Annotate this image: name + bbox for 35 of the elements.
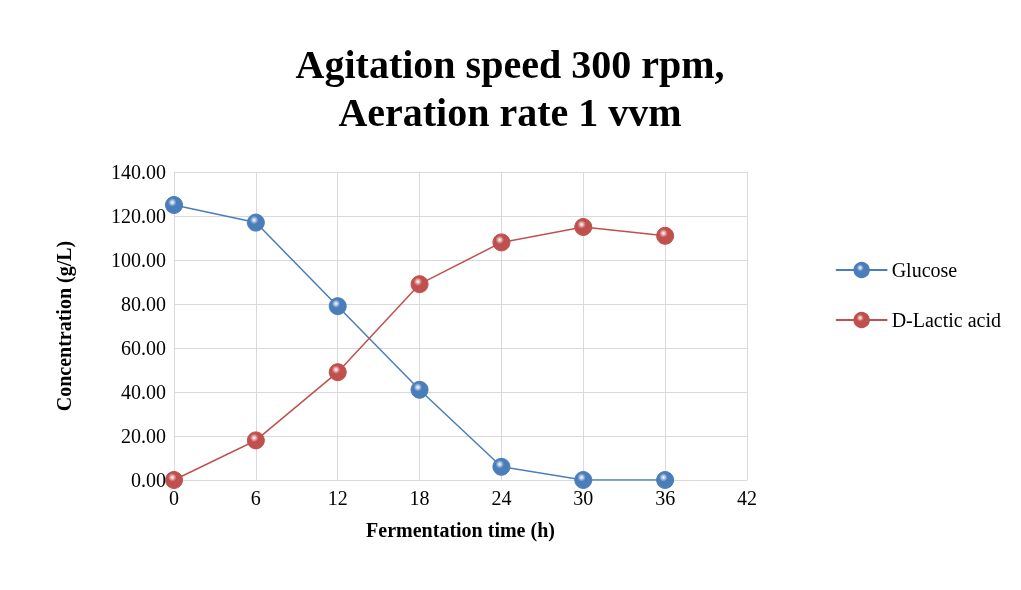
y-tick-label: 20.00: [121, 425, 166, 447]
x-tick-label: 12: [327, 487, 348, 509]
x-tick-label: 30: [573, 487, 594, 509]
point: [492, 233, 511, 252]
chart-title: Agitation speed 300 rpm, Aeration rate 1 vvm: [295, 41, 725, 135]
y-tick-label: 80.00: [121, 293, 166, 315]
point: [656, 226, 675, 245]
x-axis-title: Fermentation time (h): [366, 519, 555, 542]
y-tick-label: 0.00: [131, 469, 166, 491]
point: [328, 363, 347, 382]
point: [492, 457, 511, 476]
x-tick-label: 42: [737, 487, 757, 509]
y-tick-label: 140.00: [111, 161, 166, 183]
point: [656, 471, 675, 489]
point: [165, 196, 183, 214]
point: [165, 471, 183, 489]
point: [246, 431, 265, 450]
point: [328, 297, 347, 316]
y-tick-label: 60.00: [121, 337, 166, 359]
point: [410, 275, 429, 294]
y-tick-label: 100.00: [111, 249, 166, 271]
point: [574, 218, 593, 236]
point: [410, 380, 429, 399]
y-tick-label: 40.00: [121, 381, 166, 403]
x-tick-label: 0: [169, 487, 179, 509]
x-tick-label: 6: [250, 487, 261, 509]
point: [246, 213, 265, 232]
x-tick-label: 24: [491, 487, 512, 509]
y-tick-label: 120.00: [111, 205, 166, 227]
x-tick-label: 36: [655, 487, 676, 509]
point: [574, 471, 593, 489]
legend-label: Glucose: [891, 259, 958, 281]
x-tick-label: 18: [409, 487, 430, 509]
legend-label: D-Lactic acid: [891, 309, 1001, 331]
y-axis-title: Concentration (g/L): [53, 240, 76, 412]
